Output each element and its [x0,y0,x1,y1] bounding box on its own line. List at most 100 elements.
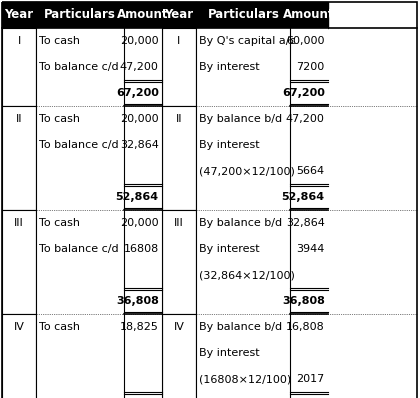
Text: To cash: To cash [39,114,80,124]
Text: By balance b/d: By balance b/d [199,114,282,124]
Bar [196,392,290,398]
Bar [2,210,36,314]
Bar [196,158,290,184]
Bar [124,366,162,392]
Bar [196,2,290,28]
Bar [124,2,162,28]
Bar [290,54,328,80]
Text: Particulars: Particulars [44,8,116,21]
Bar [36,210,124,236]
Bar [196,236,290,262]
Bar [36,2,124,28]
Bar [162,210,196,314]
Bar [196,54,290,80]
Bar [36,314,124,340]
Bar [196,262,290,288]
Text: To balance c/d: To balance c/d [39,140,119,150]
Text: By balance b/d: By balance b/d [199,322,282,332]
Text: 5664: 5664 [297,166,325,176]
Text: I: I [177,36,181,46]
Bar [290,184,328,210]
Bar [124,236,162,262]
Text: To cash: To cash [39,218,80,228]
Bar [124,288,162,314]
Bar [124,210,162,236]
Bar [2,28,36,106]
Text: By Q's capital a/c: By Q's capital a/c [199,36,296,46]
Text: 20,000: 20,000 [120,36,159,46]
Text: 47,200: 47,200 [120,62,159,72]
Bar [290,314,328,340]
Bar [290,80,328,106]
Text: 47,200: 47,200 [286,114,325,124]
Bar [290,262,328,288]
Bar [290,158,328,184]
Bar [36,54,124,80]
Bar [290,392,328,398]
Bar [162,2,196,28]
Bar [124,54,162,80]
Text: To balance c/d: To balance c/d [39,62,119,72]
Bar [196,80,290,106]
Bar [162,106,196,210]
Text: By interest: By interest [199,62,260,72]
Text: By interest: By interest [199,244,260,254]
Bar [290,288,328,314]
Text: 2017: 2017 [297,374,325,384]
Text: 60,000: 60,000 [286,36,325,46]
Text: I: I [17,36,21,46]
Bar [36,184,124,210]
Bar [196,366,290,392]
Text: (32,864×12/100): (32,864×12/100) [199,270,295,280]
Text: Particulars: Particulars [207,8,279,21]
Text: To cash: To cash [39,36,80,46]
Bar [290,210,328,236]
Bar [124,184,162,210]
Text: 67,200: 67,200 [282,88,325,98]
Bar [36,158,124,184]
Text: III: III [14,218,24,228]
Bar [36,288,124,314]
Text: 36,808: 36,808 [282,296,325,306]
Text: 32,864: 32,864 [286,218,325,228]
Text: 20,000: 20,000 [120,114,159,124]
Text: 52,864: 52,864 [282,192,325,202]
Bar [290,2,328,28]
Text: 7200: 7200 [297,62,325,72]
Bar [2,314,36,398]
Bar [36,28,124,54]
Text: II: II [176,114,182,124]
Bar [196,210,290,236]
Text: 52,864: 52,864 [116,192,159,202]
Text: 16,808: 16,808 [286,322,325,332]
Bar [162,28,196,106]
Bar [290,28,328,54]
Text: By interest: By interest [199,348,260,358]
Bar [124,158,162,184]
Text: II: II [16,114,22,124]
Text: 32,864: 32,864 [120,140,159,150]
Bar [290,340,328,366]
Text: By interest: By interest [199,140,260,150]
Bar [36,106,124,132]
Bar [124,106,162,132]
Text: IV: IV [13,322,24,332]
Bar [196,340,290,366]
Bar [290,366,328,392]
Bar [36,132,124,158]
Text: (47,200×12/100): (47,200×12/100) [199,166,295,176]
Bar [196,28,290,54]
Bar [196,288,290,314]
Text: To cash: To cash [39,322,80,332]
Bar [124,392,162,398]
Bar [124,28,162,54]
Bar [290,236,328,262]
Text: To balance c/d: To balance c/d [39,244,119,254]
Bar [36,262,124,288]
Bar [36,236,124,262]
Bar [290,132,328,158]
Bar [196,314,290,340]
Bar [162,314,196,398]
Bar [124,80,162,106]
Bar [196,132,290,158]
